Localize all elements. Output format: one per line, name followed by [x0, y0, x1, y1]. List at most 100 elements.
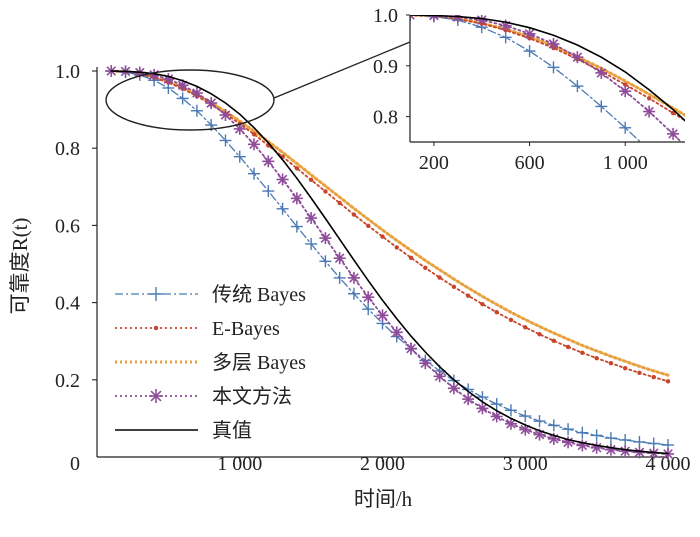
marker-0-32: [562, 423, 575, 436]
series-line-1: [110, 70, 669, 383]
y-tick-label: 1.0: [55, 61, 80, 83]
marker-3-19: [376, 309, 389, 322]
marker-0-34: [590, 429, 603, 442]
legend-label: 传统 Bayes: [212, 283, 306, 306]
x-tick-label: 1 000: [217, 453, 262, 475]
marker-0-9: [619, 121, 632, 134]
marker-3-34: [590, 441, 603, 454]
marker-3-14: [305, 212, 318, 225]
marker-3-26: [476, 402, 489, 415]
series-4: [110, 70, 669, 455]
marker-0-8: [219, 134, 232, 147]
marker-3-6: [547, 37, 560, 50]
marker-3-28: [504, 417, 517, 430]
marker-1-25: [465, 293, 471, 298]
marker-3-6: [190, 87, 203, 100]
series-line-2: [109, 69, 670, 377]
marker-1-11: [670, 110, 676, 116]
marker-0-33: [576, 426, 589, 439]
marker-3-5: [523, 27, 536, 40]
marker-3-20: [390, 326, 403, 339]
marker-0-14: [305, 237, 318, 250]
marker-0-18: [362, 303, 375, 316]
marker-3-3: [475, 15, 488, 27]
x-axis-title: 时间/h: [354, 487, 413, 511]
marker-1-28: [508, 317, 514, 323]
marker-1-24: [451, 284, 457, 289]
marker-3-18: [362, 291, 375, 304]
marker-1-19: [380, 234, 385, 239]
inset-background: [410, 15, 685, 142]
marker-3-11: [667, 127, 680, 140]
marker-3-0: [410, 15, 416, 21]
marker-0-6: [190, 104, 203, 117]
marker-0-10: [248, 167, 261, 180]
series-2: [109, 69, 670, 377]
marker-1-20: [394, 245, 399, 250]
marker-3-12: [691, 152, 700, 164]
x-tick-label: 4 000: [646, 453, 691, 475]
inset-x-tick-label: 1 000: [603, 152, 648, 174]
marker-0-12: [276, 202, 289, 215]
marker-1-30: [537, 332, 542, 337]
marker-1-16: [337, 200, 342, 206]
marker-0-37: [633, 435, 646, 448]
inset-y-tick-label: 0.8: [373, 107, 398, 129]
inset-x-tick-label: 600: [515, 152, 545, 174]
marker-3-10: [248, 138, 261, 151]
marker-3-37: [633, 446, 646, 459]
inset-series-line-3: [410, 15, 683, 142]
marker-3-35: [604, 443, 617, 456]
legend-item-1: E-Bayes: [115, 318, 280, 340]
marker-3-9: [619, 85, 632, 98]
marker-1-14: [308, 177, 314, 183]
marker-1-26: [480, 301, 485, 307]
marker-1-23: [437, 275, 442, 280]
legend-item-2: 多层 Bayes: [115, 351, 306, 374]
marker-3-8: [595, 66, 608, 79]
marker-0-9: [233, 150, 246, 163]
marker-0-11: [262, 185, 275, 198]
marker-1-29: [523, 325, 528, 330]
marker-1-39: [665, 379, 671, 384]
zoom-region-ellipse: [105, 69, 275, 131]
main-plot: 0 1 000 2 000 3 000 4 000 0.2 0.4 0.6 0.8 1.0: [55, 41, 691, 475]
marker-3-36: [619, 445, 632, 458]
marker-0-30: [533, 415, 546, 428]
marker-0-6: [547, 61, 560, 74]
marker-3-8: [219, 109, 232, 122]
marker-1-31: [551, 338, 556, 344]
series-line-3: [110, 70, 669, 455]
marker-legend-0-0: [149, 287, 163, 301]
marker-1-36: [622, 366, 628, 371]
marker-1-18: [366, 223, 371, 228]
x-tick-label: 0: [70, 453, 80, 475]
marker-0-15: [319, 255, 332, 268]
marker-3-23: [433, 370, 446, 383]
marker-0-29: [519, 410, 532, 423]
marker-1-12: [695, 126, 699, 130]
marker-0-5: [523, 45, 536, 58]
marker-0-5: [176, 92, 189, 105]
inset-series-line-0: [410, 15, 642, 142]
marker-3-7: [205, 97, 218, 110]
legend-item-4: 真值: [115, 419, 252, 442]
marker-1-22: [423, 265, 428, 271]
marker-1-38: [651, 374, 656, 380]
marker-0-4: [499, 31, 512, 44]
marker-3-25: [462, 393, 475, 406]
marker-0-36: [619, 434, 632, 447]
legend-item-0: 传统 Bayes: [115, 283, 306, 306]
marker-1-35: [608, 361, 614, 366]
marker-3-17: [347, 271, 360, 284]
marker-1-17: [351, 212, 357, 217]
marker-1-10: [251, 132, 257, 137]
marker-3-11: [262, 155, 275, 168]
marker-1-21: [408, 255, 414, 261]
marker-1-37: [637, 370, 642, 376]
marker-3-16: [333, 252, 346, 265]
marker-0-27: [490, 398, 503, 411]
marker-1-15: [323, 189, 328, 194]
zoom-connector-line: [273, 41, 411, 99]
